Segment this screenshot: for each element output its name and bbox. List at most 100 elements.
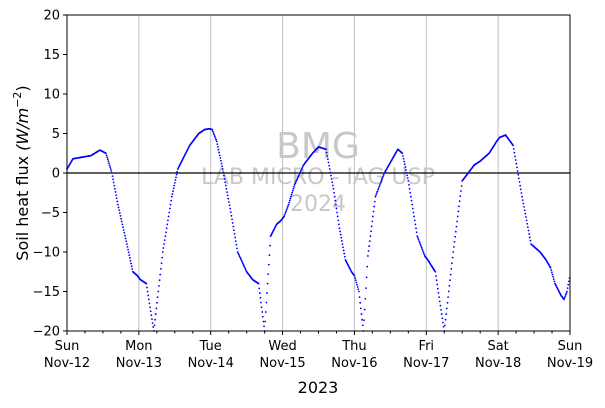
data-point: [300, 168, 303, 171]
data-point: [228, 204, 231, 207]
data-point: [375, 194, 377, 196]
data-point: [364, 297, 367, 300]
data-point: [131, 268, 134, 270]
data-point: [563, 296, 566, 299]
data-point: [552, 275, 555, 278]
data-point: [160, 262, 163, 265]
data-point: [450, 268, 453, 270]
data-points: [66, 127, 571, 332]
data-point: [563, 298, 565, 301]
data-point: [236, 251, 239, 253]
data-point: [116, 200, 119, 203]
data-point: [370, 230, 372, 233]
watermark-line-3: 2024: [290, 192, 346, 217]
data-point: [410, 199, 413, 202]
data-point: [228, 201, 230, 203]
data-point: [158, 284, 160, 287]
data-point: [373, 205, 376, 208]
data-point: [120, 217, 123, 220]
data-point: [403, 160, 406, 163]
data-point: [420, 245, 422, 247]
data-point: [124, 234, 126, 237]
data-point: [451, 262, 453, 265]
data-point: [125, 240, 128, 243]
data-point: [120, 220, 123, 223]
data-point: [519, 188, 522, 191]
data-point: [268, 254, 271, 257]
data-point: [237, 252, 240, 255]
data-point: [229, 207, 232, 210]
data-point: [117, 203, 119, 206]
data-point: [405, 171, 408, 174]
data-point: [550, 269, 553, 271]
data-point: [356, 286, 359, 288]
data-point: [331, 181, 334, 184]
data-point: [439, 304, 442, 307]
data-point: [339, 230, 341, 233]
y-tick-label: −15: [33, 285, 60, 300]
data-point: [453, 240, 456, 243]
data-point: [333, 195, 336, 198]
data-point: [265, 301, 268, 304]
data-point: [529, 239, 532, 242]
data-point: [332, 187, 335, 190]
data-point: [516, 170, 519, 172]
data-point: [343, 255, 346, 258]
data-point: [447, 290, 450, 293]
data-point: [159, 268, 162, 270]
data-point: [359, 301, 362, 304]
data-point: [115, 197, 118, 200]
data-point: [283, 213, 286, 216]
data-point: [456, 215, 459, 218]
data-point: [412, 211, 415, 214]
data-point: [327, 161, 330, 164]
data-point: [363, 319, 365, 322]
data-point: [231, 218, 233, 221]
data-point: [165, 227, 168, 230]
data-point: [287, 203, 290, 206]
data-point: [565, 292, 568, 294]
data-point: [411, 207, 414, 210]
data-point: [380, 178, 383, 181]
data-point: [169, 203, 172, 206]
data-point: [325, 148, 327, 151]
data-point: [164, 235, 167, 238]
data-point: [408, 187, 411, 190]
data-point: [369, 235, 372, 238]
data-point: [337, 223, 340, 226]
data-point: [113, 184, 116, 187]
data-point: [258, 292, 261, 294]
data-point: [523, 205, 525, 208]
data-point: [523, 209, 526, 212]
x-tick-date: Nov-16: [331, 356, 377, 371]
x-tick-day: Sun: [55, 339, 80, 354]
data-point: [172, 187, 175, 190]
data-point: [566, 290, 568, 293]
data-point: [456, 220, 458, 223]
data-point: [440, 308, 442, 311]
data-point: [217, 148, 220, 151]
data-point: [215, 138, 217, 141]
data-point: [520, 192, 523, 194]
data-point: [242, 263, 245, 266]
data-point: [417, 236, 419, 239]
data-point: [217, 146, 219, 148]
data-point: [437, 292, 440, 294]
data-point: [434, 270, 437, 273]
y-tick-label: −10: [33, 246, 60, 261]
data-point: [239, 258, 242, 260]
data-point: [166, 223, 169, 226]
data-point: [226, 194, 229, 197]
data-point: [380, 180, 383, 183]
data-point: [382, 175, 384, 178]
data-point: [261, 311, 264, 313]
data-point: [417, 238, 420, 241]
data-point: [438, 296, 441, 299]
data-point: [528, 233, 531, 235]
data-point: [239, 256, 242, 259]
data-point: [220, 162, 223, 165]
data-point: [156, 301, 158, 304]
data-point: [328, 164, 330, 167]
data-point: [404, 166, 407, 168]
data-point: [373, 200, 376, 203]
